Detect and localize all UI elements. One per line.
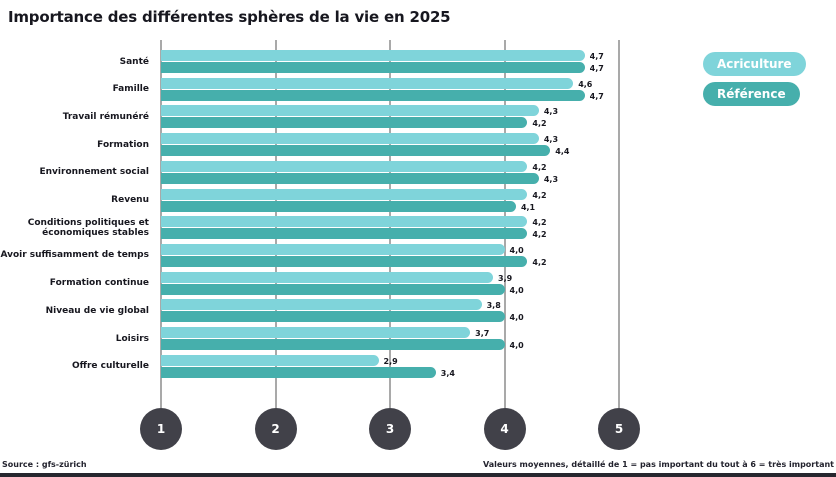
value-label-référence: 4,1 <box>520 202 536 212</box>
bar-acriculture <box>161 133 539 145</box>
value-label-référence: 4,2 <box>532 257 547 267</box>
category-label: Offre culturelle <box>72 361 149 372</box>
x-axis-tick-4: 4 <box>483 408 526 450</box>
category-label: Revenu <box>111 195 149 205</box>
value-label-acriculture: 2,9 <box>383 356 398 366</box>
category-label: Environnement social <box>39 167 150 178</box>
category-label: Loisirs <box>115 333 149 344</box>
bar-acriculture <box>161 77 574 89</box>
bar-référence <box>161 145 551 157</box>
value-label-référence: 4,0 <box>509 341 524 350</box>
value-label-acriculture: 4,2 <box>532 190 547 200</box>
bar-acriculture <box>161 299 482 311</box>
bar-référence <box>161 283 505 295</box>
bar-acriculture <box>161 354 379 366</box>
category-label: Formation <box>97 139 149 150</box>
bar-acriculture <box>161 327 471 338</box>
x-axis-tick-1: 1 <box>140 408 182 450</box>
category-label: Formation continue <box>49 278 149 289</box>
value-label-référence: 4,3 <box>543 174 559 184</box>
value-label-référence: 4,2 <box>532 230 547 240</box>
bar-référence <box>161 255 528 267</box>
bar-référence <box>161 117 528 129</box>
bar-référence <box>161 228 528 240</box>
value-label-acriculture: 4,3 <box>543 107 559 117</box>
bar-acriculture <box>161 243 505 255</box>
bar-acriculture <box>161 188 528 200</box>
category-label: Conditions politiques et économiques sta… <box>27 217 149 238</box>
category-label: Avoir suffisamment de temps <box>0 250 149 261</box>
gridline-5 <box>618 40 620 408</box>
value-label-acriculture: 4,3 <box>543 135 559 145</box>
category-label: Santé <box>119 56 149 67</box>
bar-référence <box>161 366 436 378</box>
chart-title: Importance des différentes sphères de la… <box>8 8 451 26</box>
bottom-strip <box>0 473 836 477</box>
bar-acriculture <box>161 50 585 61</box>
value-label-acriculture: 4,2 <box>532 218 547 228</box>
value-label-référence: 4,7 <box>589 64 604 73</box>
category-label: Famille <box>112 84 149 95</box>
source-note: Source : gfs-zürich <box>2 460 87 469</box>
value-label-acriculture: 3,9 <box>498 273 513 283</box>
value-label-acriculture: 4,0 <box>509 245 524 255</box>
legend-item-reference[interactable]: Référence <box>703 82 800 106</box>
bar-référence <box>161 89 585 101</box>
value-label-acriculture: 3,8 <box>486 301 501 311</box>
bar-référence <box>161 339 505 350</box>
value-label-acriculture: 4,6 <box>578 79 593 89</box>
bar-référence <box>161 62 585 73</box>
x-axis-tick-5: 5 <box>598 408 640 450</box>
legend-item-acriculture[interactable]: Acriculture <box>703 52 806 76</box>
bar-acriculture <box>161 271 494 283</box>
bar-acriculture <box>161 216 528 228</box>
value-label-référence: 4,4 <box>555 147 570 157</box>
value-label-référence: 4,0 <box>509 285 524 295</box>
bar-acriculture <box>161 160 528 172</box>
scale-note: Valeurs moyennes, détaillé de 1 = pas im… <box>482 460 834 469</box>
x-axis-tick-2: 2 <box>254 408 297 450</box>
value-label-référence: 3,4 <box>440 368 455 378</box>
value-label-référence: 4,2 <box>532 119 547 129</box>
bar-référence <box>161 200 516 212</box>
category-label: Niveau de vie global <box>45 305 149 316</box>
bar-acriculture <box>161 105 539 117</box>
value-label-référence: 4,0 <box>509 313 524 323</box>
value-label-référence: 4,7 <box>589 91 604 101</box>
bar-référence <box>161 172 539 184</box>
bar-référence <box>161 311 505 323</box>
category-label: Travail rémunéré <box>62 111 149 122</box>
legend: Acriculture Référence <box>703 52 806 106</box>
value-label-acriculture: 4,7 <box>589 52 604 61</box>
value-label-acriculture: 4,2 <box>532 162 547 172</box>
value-label-acriculture: 3,7 <box>475 329 490 338</box>
x-axis-tick-3: 3 <box>369 408 411 450</box>
